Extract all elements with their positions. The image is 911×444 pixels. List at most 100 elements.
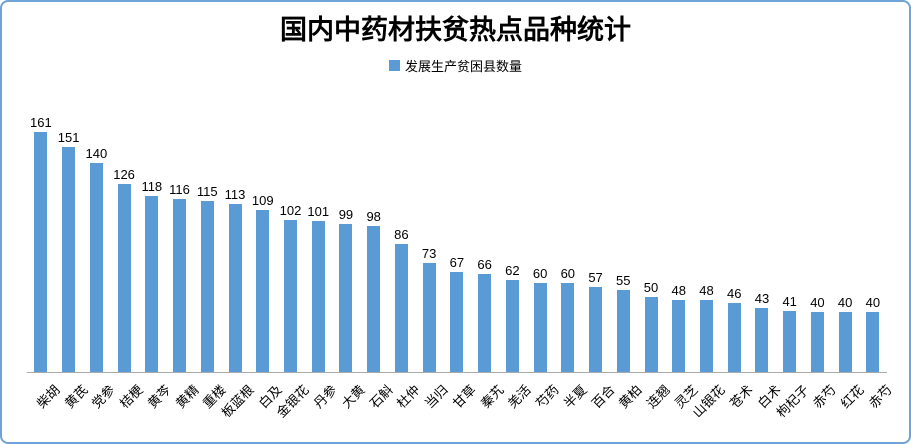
bar	[866, 312, 880, 372]
bar-value-label: 109	[251, 193, 274, 208]
bar-column: 113	[221, 187, 249, 372]
bar-value-label: 66	[477, 257, 492, 272]
x-axis-label: 桔梗	[110, 373, 147, 442]
bar-column: 40	[804, 295, 832, 372]
bar	[644, 297, 658, 372]
x-axis-label: 山银花	[691, 373, 729, 442]
bar-value-label: 118	[141, 179, 163, 194]
bar	[200, 201, 214, 372]
bar	[283, 220, 297, 372]
bar	[838, 312, 852, 372]
bar-column: 73	[415, 246, 443, 372]
bar	[561, 283, 575, 372]
x-axis-label: 芍药	[526, 373, 563, 442]
bar-value-label: 43	[754, 291, 770, 306]
x-axis-label: 百合	[582, 373, 618, 442]
bar-value-label: 40	[810, 295, 825, 310]
bar-column: 41	[776, 294, 804, 372]
bar	[394, 244, 408, 372]
bar-value-label: 50	[643, 280, 659, 295]
bar-value-label: 86	[394, 227, 409, 242]
bar	[145, 196, 159, 372]
bar-value-label: 67	[449, 255, 465, 270]
bar-column: 62	[498, 263, 526, 372]
bar-column: 60	[554, 266, 582, 372]
bar-value-label: 73	[421, 246, 437, 261]
bar-column: 40	[859, 295, 887, 372]
bar-column: 99	[332, 207, 360, 372]
x-axis-labels: 柴胡 黄芪 党参 桔梗 黄芩 黄精 重楼 板蓝根 白及 金银花 丹参 大黄 石斛 杜仲 当归 甘草 秦艽 羌活 芍药…	[27, 373, 895, 442]
x-axis-label: 红花	[831, 373, 868, 442]
bar-column: 118	[138, 179, 166, 372]
x-axis-label: 羌活	[498, 373, 535, 442]
bar	[62, 147, 76, 372]
bar-value-label: 126	[113, 167, 135, 182]
bar-column: 98	[360, 209, 388, 372]
x-axis-label: 苍术	[720, 373, 757, 442]
x-axis-label: 黄精	[166, 373, 202, 442]
x-axis-label-text: 赤芍	[866, 382, 896, 412]
x-axis-label: 板蓝根	[219, 373, 257, 442]
bar-value-label: 102	[279, 203, 302, 218]
bar-column: 126	[110, 167, 138, 372]
bar-column: 109	[249, 193, 277, 372]
bar-value-label: 41	[782, 294, 797, 309]
bar-value-label: 62	[505, 263, 520, 278]
legend-label: 发展生产贫困县数量	[404, 59, 522, 75]
bars-row: 161 151 140 126 118 116 115 113 109 102 101 99 98 86 7…	[27, 115, 887, 373]
x-axis-label: 黄芪	[55, 373, 91, 442]
bar-column: 46	[720, 286, 748, 372]
bar-value-label: 46	[726, 286, 742, 301]
bar-value-label: 161	[30, 115, 52, 130]
bar	[533, 283, 547, 372]
bar-value-label: 48	[671, 283, 686, 298]
bar	[589, 287, 603, 372]
bar	[505, 280, 519, 372]
bar-value-label: 151	[57, 130, 80, 145]
bar-value-label: 115	[196, 184, 218, 199]
x-axis-label: 半夏	[554, 373, 590, 442]
bar-value-label: 57	[588, 270, 603, 285]
bar-value-label: 40	[837, 295, 853, 310]
bar	[117, 184, 131, 372]
bar	[699, 300, 713, 372]
bar-column: 48	[665, 283, 693, 372]
bar-column: 40	[831, 295, 859, 372]
bar	[89, 163, 103, 372]
bar	[339, 224, 353, 372]
bar	[422, 263, 436, 372]
bar-column: 140	[82, 146, 110, 372]
x-axis-label: 杜仲	[388, 373, 424, 442]
bar	[810, 312, 824, 372]
x-axis-label: 石斛	[360, 373, 396, 442]
bar-column: 55	[609, 273, 637, 372]
bar-column: 102	[277, 203, 305, 372]
bar-value-label: 40	[865, 295, 881, 310]
bar	[256, 210, 270, 372]
x-axis-label: 大黄	[332, 373, 368, 442]
bar-column: 57	[582, 270, 610, 372]
bar-column: 66	[471, 257, 499, 372]
bar-value-label: 116	[169, 182, 190, 197]
bar	[311, 221, 325, 372]
x-axis-label: 黄柏	[609, 373, 646, 442]
bar-column: 86	[388, 227, 416, 372]
bar	[727, 303, 741, 372]
x-axis-label: 党参	[82, 373, 119, 442]
bar	[228, 204, 242, 372]
bar-column: 151	[55, 130, 83, 372]
x-axis-label: 黄芩	[138, 373, 174, 442]
bar	[34, 132, 48, 372]
x-axis-label: 金银花	[275, 373, 313, 442]
bar	[783, 311, 797, 372]
x-axis-label: 甘草	[443, 373, 479, 442]
bar	[478, 274, 492, 372]
bar-column: 115	[193, 184, 221, 372]
x-axis-label: 赤芍	[804, 373, 840, 442]
bar-column: 116	[166, 182, 194, 372]
bar-value-label: 98	[366, 209, 381, 224]
bar-value-label: 113	[224, 187, 246, 202]
x-axis-label: 连翘	[637, 373, 673, 442]
x-axis-label: 枸杞子	[774, 373, 812, 442]
